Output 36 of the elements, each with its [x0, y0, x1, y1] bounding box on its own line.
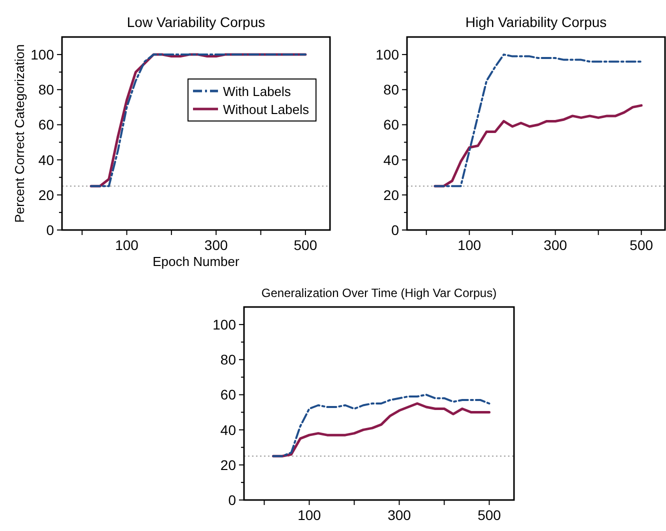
- chart-title: High Variability Corpus: [465, 14, 607, 30]
- y-tick-label: 80: [383, 82, 400, 98]
- x-tick-label: 300: [544, 237, 568, 253]
- y-tick-label: 80: [38, 82, 54, 98]
- chart-title: Generalization Over Time (High Var Corpus): [261, 286, 497, 300]
- x-tick-label: 100: [115, 237, 139, 253]
- y-tick-label: 100: [30, 46, 54, 63]
- legend-label: With Labels: [223, 84, 292, 99]
- y-tick-label: 20: [220, 456, 236, 473]
- y-tick-label: 60: [383, 116, 400, 133]
- line-series: [434, 104, 643, 188]
- y-tick-label: 0: [46, 222, 54, 238]
- y-tick-label: 60: [220, 386, 236, 403]
- line-series: [434, 54, 642, 188]
- x-tick-label: 500: [294, 237, 318, 253]
- x-tick-label: 300: [388, 507, 412, 523]
- chart-title: Low Variability Corpus: [126, 14, 266, 30]
- x-tick-label: 100: [458, 237, 482, 253]
- y-tick-label: 80: [220, 352, 236, 368]
- x-tick-label: 300: [204, 237, 228, 253]
- y-tick-label: 0: [228, 492, 236, 508]
- y-tick-label: 100: [376, 46, 400, 63]
- y-tick-label: 40: [38, 152, 54, 168]
- y-tick-label: 40: [383, 152, 400, 168]
- y-tick-label: 40: [220, 422, 236, 438]
- x-tick-label: 500: [478, 507, 502, 523]
- x-tick-label: 100: [298, 507, 322, 523]
- y-tick-label: 20: [383, 186, 400, 203]
- y-tick-label: 100: [212, 316, 236, 333]
- legend-label: Without Labels: [223, 102, 310, 117]
- y-axis-title: Percent Correct Categorization: [12, 44, 27, 223]
- x-tick-label: 500: [630, 237, 654, 253]
- x-axis-title: Epoch Number: [152, 254, 240, 269]
- y-tick-label: 60: [38, 116, 54, 133]
- y-tick-label: 20: [38, 186, 54, 203]
- y-tick-label: 0: [391, 222, 400, 238]
